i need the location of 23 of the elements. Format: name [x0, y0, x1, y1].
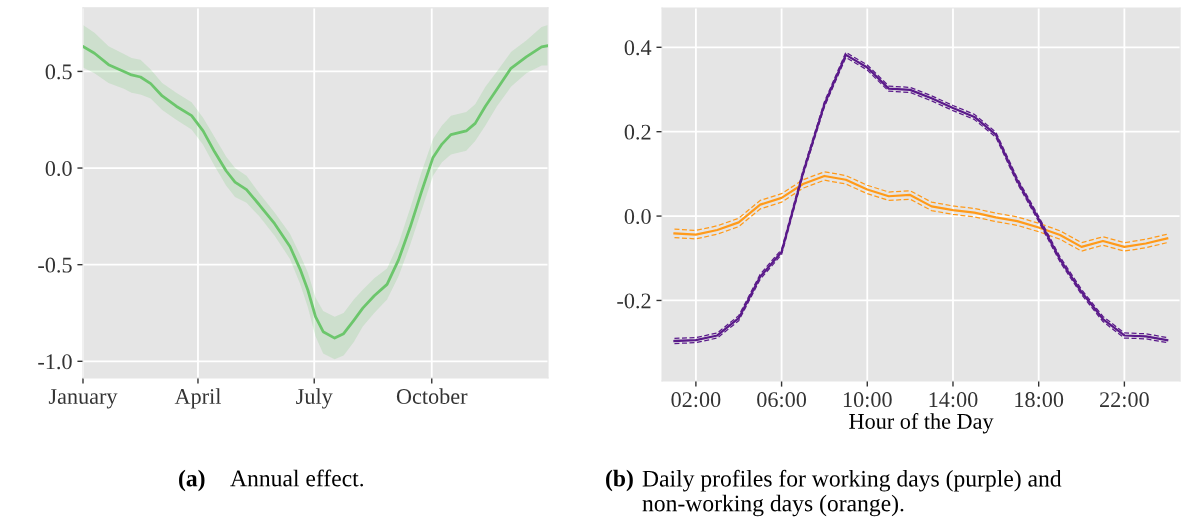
- x-tick-label: 22:00: [1100, 392, 1149, 408]
- x-tick-label: January: [48, 389, 118, 409]
- x-tick-label: 06:00: [757, 392, 807, 408]
- x-axis-title: Hour of the Day: [849, 413, 994, 434]
- x-tick-label: 18:00: [1015, 392, 1064, 408]
- y-tick-label: -1.0: [38, 354, 72, 370]
- x-tick-label: October: [396, 388, 468, 404]
- y-tick-label: 0.0: [45, 160, 72, 177]
- x-tick-label: 02:00: [671, 392, 721, 408]
- y-tick-label: -0.5: [38, 257, 72, 273]
- y-tick-label: 0.0: [624, 209, 651, 225]
- y-tick-label: 0.4: [624, 40, 652, 56]
- text: (b): [606, 469, 633, 492]
- text: Daily profiles for working days (purple) and non-working days (orange).: [642, 469, 1062, 517]
- x-tick-label: 10:00: [843, 392, 892, 408]
- y-tick-label: 0.2: [624, 124, 651, 140]
- x-tick-label: July: [296, 388, 333, 409]
- y-tick-label: -0.2: [617, 293, 651, 309]
- y-tick-label: 0.5: [45, 64, 72, 80]
- x-tick-label: 14:00: [929, 392, 978, 408]
- x-tick-label: April: [174, 388, 221, 409]
- text: (a): [179, 469, 205, 492]
- text: Annual effect.: [230, 469, 364, 487]
